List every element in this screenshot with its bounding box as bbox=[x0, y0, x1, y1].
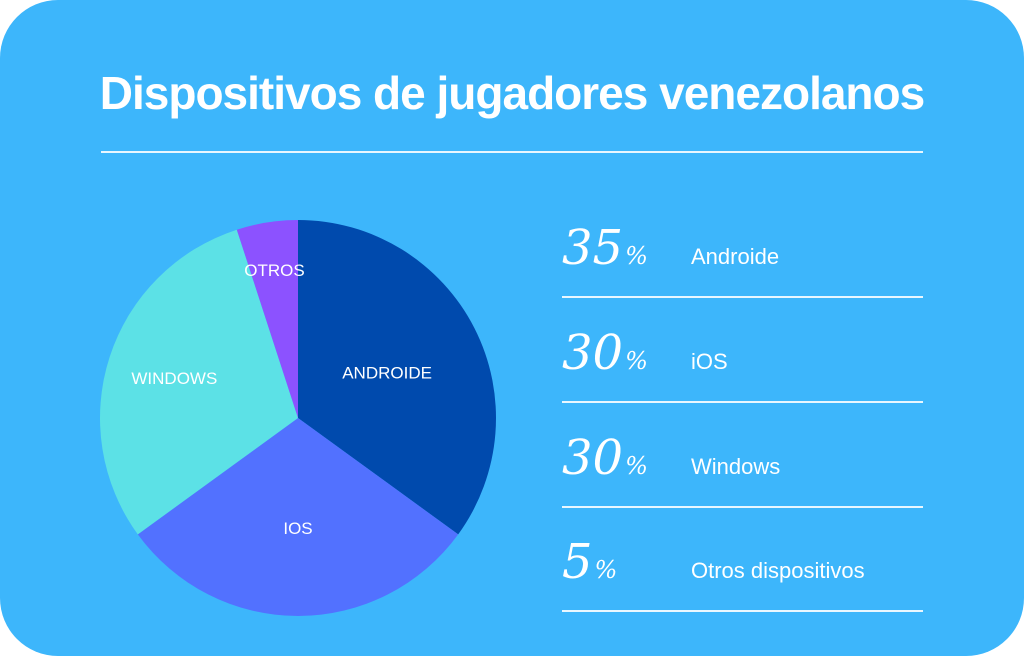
stat-row-windows: 30% Windows bbox=[562, 434, 923, 508]
slice-label-ios: IOS bbox=[283, 519, 312, 538]
stat-label: Windows bbox=[691, 454, 781, 479]
pie-slice-androide bbox=[298, 220, 496, 535]
stat-divider bbox=[562, 506, 923, 508]
stat-value: 30 bbox=[562, 325, 624, 381]
slice-label-windows: WINDOWS bbox=[131, 369, 217, 388]
stat-percent: 5% bbox=[562, 538, 617, 594]
stat-value: 30 bbox=[562, 430, 624, 486]
percent-sign: % bbox=[625, 347, 648, 375]
percent-sign: % bbox=[625, 452, 648, 480]
stat-divider bbox=[562, 401, 923, 403]
stat-percent: 30% bbox=[562, 434, 648, 490]
percent-sign: % bbox=[625, 242, 648, 270]
pie-slice-ios bbox=[137, 418, 459, 616]
chart-title: Dispositivos de jugadores venezolanos bbox=[99, 67, 925, 119]
stat-row-otros: 5% Otros dispositivos bbox=[562, 538, 923, 612]
pie-slice-otros bbox=[236, 220, 298, 418]
pie-chart: ANDROIDE IOS WINDOWS OTROS bbox=[100, 220, 496, 616]
slice-label-androide: ANDROIDE bbox=[342, 364, 432, 383]
stat-label: Androide bbox=[691, 244, 780, 269]
stat-divider bbox=[562, 610, 923, 612]
slice-label-otros: OTROS bbox=[244, 261, 304, 280]
stat-row-androide: 35% Androide bbox=[562, 224, 923, 298]
stat-label: Otros dispositivos bbox=[691, 558, 865, 583]
percent-sign: % bbox=[594, 556, 618, 584]
stat-label: iOS bbox=[691, 349, 728, 374]
stat-value: 35 bbox=[562, 220, 624, 276]
stat-row-ios: 30% iOS bbox=[562, 329, 923, 403]
stat-percent: 30% bbox=[562, 329, 648, 385]
title-divider bbox=[101, 151, 923, 153]
stat-percent: 35% bbox=[562, 224, 648, 280]
stat-divider bbox=[562, 296, 923, 298]
stat-value: 5 bbox=[562, 534, 593, 590]
pie-slice-windows bbox=[100, 229, 298, 535]
